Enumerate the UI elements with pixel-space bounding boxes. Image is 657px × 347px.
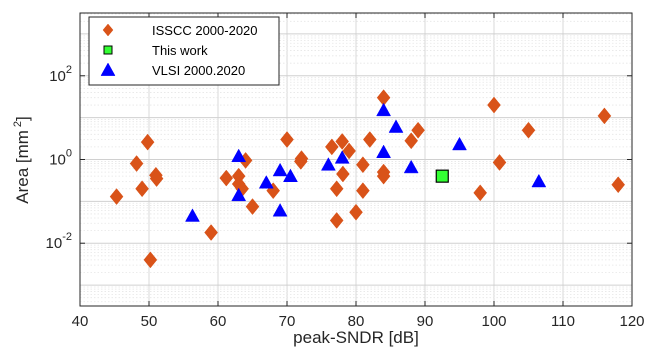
- y-tick-label-base: 10: [49, 152, 66, 169]
- vlsi-point: [185, 208, 200, 222]
- legend: ISSCC 2000-2020 This work VLSI 2000.2020: [88, 16, 280, 86]
- isscc-point: [473, 184, 488, 202]
- y-tick-label-base: 10: [46, 235, 63, 252]
- legend-marker: [103, 45, 113, 55]
- y-tick-label-exponent: -2: [62, 231, 72, 243]
- isscc-point: [597, 107, 612, 125]
- isscc-point: [335, 133, 350, 150]
- y-tick-label: 100: [49, 148, 72, 169]
- x-tick-label: 90: [417, 313, 434, 330]
- isscc-point: [129, 155, 144, 172]
- y-axis-label: Area [mm 2]: [12, 116, 32, 204]
- isscc-point: [325, 138, 339, 156]
- vlsi-point: [231, 148, 247, 163]
- isscc-point: [329, 180, 344, 198]
- x-tick-label: 100: [481, 313, 506, 330]
- vlsi-point: [403, 159, 419, 174]
- legend-label: This work: [152, 43, 208, 58]
- legend-entry-vlsi: VLSI 2000.2020: [100, 62, 245, 78]
- y-axis-label-superscript: 2: [12, 121, 24, 127]
- isscc-point: [135, 180, 149, 198]
- x-tick-labels: 40 50 60 70 80 90 100 110 120: [72, 313, 645, 330]
- isscc-point: [362, 131, 377, 148]
- vlsi-point: [452, 136, 467, 151]
- isscc-point: [219, 169, 234, 187]
- isscc-point: [143, 251, 158, 269]
- x-tick-label: 40: [72, 313, 89, 330]
- y-tick-label-exponent: 0: [66, 148, 72, 160]
- x-tick-label: 80: [348, 313, 365, 330]
- vlsi-point: [531, 173, 547, 188]
- vlsi-point: [320, 157, 336, 171]
- isscc-point: [280, 131, 294, 148]
- isscc-point: [336, 165, 350, 183]
- vlsi-point: [272, 162, 288, 177]
- isscc-point: [611, 176, 626, 194]
- vlsi-point: [334, 150, 350, 164]
- isscc-point: [109, 188, 124, 205]
- legend-label: VLSI 2000.2020: [152, 63, 245, 78]
- y-tick-label: 102: [49, 64, 72, 85]
- vlsi-point: [258, 175, 274, 189]
- isscc-point: [356, 182, 370, 200]
- vlsi-point: [388, 119, 404, 133]
- isscc-point: [342, 142, 356, 160]
- isscc-point: [411, 121, 425, 139]
- legend-entry-this-work: This work: [103, 43, 208, 58]
- this-work-point: [435, 169, 449, 183]
- legend-entry-isscc: ISSCC 2000-2020: [102, 23, 258, 38]
- data-points: [109, 89, 626, 269]
- y-axis-label-suffix: ]: [13, 116, 32, 121]
- y-tick-label-base: 10: [49, 68, 66, 85]
- x-tick-label: 120: [619, 313, 644, 330]
- y-tick-label-exponent: 2: [66, 64, 72, 76]
- isscc-point: [404, 132, 419, 150]
- isscc-point: [329, 212, 344, 229]
- x-tick-label: 50: [141, 313, 158, 330]
- isscc-point: [521, 121, 536, 139]
- isscc-point: [349, 203, 363, 221]
- legend-label: ISSCC 2000-2020: [152, 23, 258, 38]
- y-axis-label-text: Area [mm: [13, 130, 32, 204]
- vlsi-point: [376, 144, 392, 158]
- isscc-point: [487, 96, 501, 114]
- vlsi-point: [272, 203, 288, 217]
- legend-marker: [102, 23, 114, 37]
- isscc-point: [356, 156, 370, 174]
- legend-box: [88, 16, 280, 86]
- isscc-point: [376, 167, 391, 185]
- isscc-point: [204, 224, 218, 241]
- isscc-point: [140, 133, 155, 151]
- legend-marker: [100, 62, 116, 76]
- y-tick-label: 10-2: [46, 231, 72, 252]
- vlsi-point: [283, 168, 298, 183]
- x-axis-label: peak-SNDR [dB]: [293, 328, 419, 347]
- vlsi-point: [231, 187, 247, 202]
- x-tick-label: 60: [210, 313, 227, 330]
- isscc-point: [492, 154, 507, 171]
- isscc-point: [294, 150, 309, 168]
- legend-entries: ISSCC 2000-2020 This work VLSI 2000.2020: [100, 23, 258, 78]
- isscc-point: [245, 198, 260, 215]
- x-tick-label: 110: [551, 313, 575, 330]
- vlsi-point: [376, 102, 392, 117]
- isscc-point: [149, 170, 164, 187]
- x-tick-label: 70: [279, 313, 296, 330]
- tick-marks: [79, 13, 633, 306]
